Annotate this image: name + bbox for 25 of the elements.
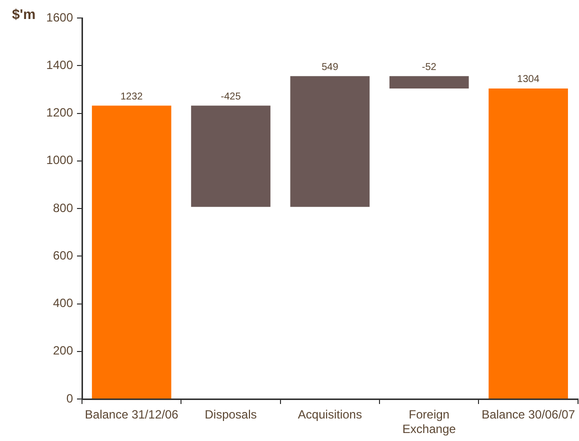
x-tick-label: Balance 31/12/06 [84, 408, 179, 422]
x-tick-label: Disposals [204, 408, 257, 422]
bar [488, 88, 568, 398]
y-tick-label: 600 [52, 248, 74, 262]
y-tick-label: 1400 [46, 58, 74, 72]
y-tick-label: 200 [52, 344, 74, 358]
y-tick-label: 1000 [46, 153, 74, 168]
y-tick-label: 1600 [46, 10, 74, 24]
y-tick-label: 800 [52, 200, 74, 215]
y-tick-label: 400 [52, 296, 74, 310]
bar [389, 76, 469, 88]
data-label: 1304 [517, 74, 540, 86]
x-tick-label: Acquisitions [298, 408, 362, 422]
data-label: -52 [422, 62, 437, 73]
bar [191, 106, 270, 207]
data-label: -425 [220, 91, 242, 102]
y-tick-label: 1200 [46, 106, 74, 120]
bar [92, 106, 172, 398]
data-label: 549 [322, 62, 339, 73]
x-tick-label: Balance 30/06/07 [482, 408, 576, 422]
x-tick-label: Foreign Exchange [402, 408, 456, 436]
bar [290, 76, 370, 207]
y-axis-title: $'m [12, 6, 36, 22]
data-label: 1232 [120, 91, 144, 102]
y-tick-label: 0 [66, 391, 74, 406]
